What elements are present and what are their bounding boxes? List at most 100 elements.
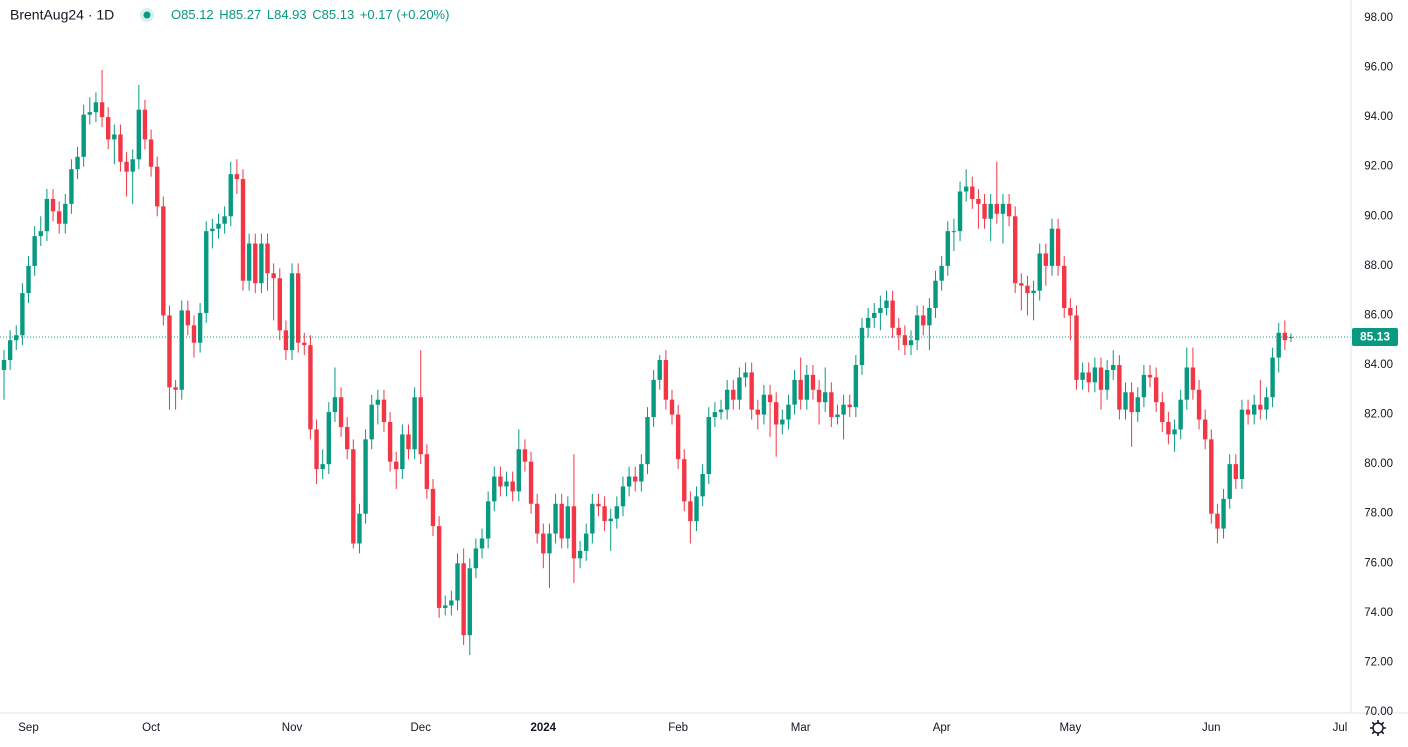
candle-body [1172,429,1177,435]
candle-body [780,419,785,425]
candle-body [369,404,374,440]
candle-body [1031,290,1036,294]
candle-body [234,174,240,180]
x-tick-label: Dec [411,722,432,734]
candle-body [112,134,117,140]
candle-body [381,399,387,423]
candle-body [295,273,301,343]
candle-body [69,169,74,204]
candle-body [63,203,68,224]
candle-body [682,459,687,502]
candle-body [516,449,521,492]
candle-body [596,503,601,507]
candle-body [914,315,920,341]
candle-body [976,198,981,204]
plot-area [0,70,1351,655]
candle-body [253,243,258,284]
candle-body [1153,377,1159,403]
candle-body [823,392,828,403]
x-tick-label: Jul [1333,722,1348,734]
candle-body [1252,404,1257,415]
candle-body [534,503,540,534]
candle-body [1202,419,1208,440]
candle-body [479,538,485,549]
candle-body [749,372,754,410]
candle-body [951,231,957,233]
candle-body [1,360,7,370]
candle-body [148,139,154,167]
x-tick-label: Nov [282,722,303,734]
candle-body [835,414,840,418]
candle-body [498,476,503,487]
candle-body [142,109,148,140]
y-tick-label: 86.00 [1364,309,1393,321]
candle-body [1062,265,1067,308]
settings-icon[interactable] [1370,720,1386,736]
candle-body [571,506,577,559]
y-tick-label: 84.00 [1364,359,1393,371]
candle-body [1055,228,1061,266]
candle-body [718,409,724,413]
legend-low: 84.93 [274,7,307,22]
candle-body [921,315,926,326]
candle-body [26,265,31,294]
candle-body [185,310,191,326]
candle-body [963,186,969,192]
candle-body [675,414,681,460]
candle-body [669,399,675,415]
x-tick-label: Feb [668,722,688,734]
candle-body [792,379,797,405]
candle-body [694,496,699,522]
candle-body [553,503,558,534]
candle-body [1215,513,1220,529]
candle-body [1233,464,1239,480]
candle-body [620,486,626,507]
y-tick-label: 92.00 [1364,161,1393,173]
market-status-dot[interactable] [143,11,151,19]
candle-body [651,379,656,418]
y-tick-label: 80.00 [1364,458,1393,470]
candle-body [1209,439,1214,514]
y-tick-label: 74.00 [1364,607,1393,619]
candle-body [338,397,344,427]
candle-body [197,312,203,343]
candle-body [455,563,460,601]
candle-body [1184,367,1189,400]
candle-body [706,417,711,475]
candle-body [927,307,932,326]
x-tick-label: Apr [933,722,951,734]
ohlc-legend: O85.12 H85.27 L84.93 C85.13 +0.17 (+0.20… [171,7,449,22]
candle-body [1092,367,1098,383]
candle-body [32,236,37,266]
candle-body [7,340,13,361]
candle-body [81,114,86,157]
candle-body [56,211,62,224]
candle-body [1129,392,1134,413]
candle-body [228,174,233,217]
candle-body [271,273,276,279]
candle-body [767,394,773,403]
candle-body [302,342,307,346]
candle-body [124,161,129,172]
candle-body [130,159,135,172]
candle-body [1190,367,1196,390]
candle-body [357,513,362,544]
candle-body [957,191,963,232]
symbol-title[interactable]: BrentAug24 · 1D [10,7,114,23]
candle-body [1080,372,1085,380]
candle-body [896,327,901,336]
y-tick-label: 90.00 [1364,210,1393,222]
candle-body [1141,374,1147,398]
candle-body [908,340,914,346]
candle-body [277,278,282,331]
candle-body [737,377,742,400]
candle-body [810,374,816,390]
candle-body [1104,369,1110,390]
candle-body [20,293,25,336]
candle-body [1160,402,1165,423]
candle-body [351,449,356,544]
candle-body [559,503,564,539]
candle-body [663,360,669,400]
